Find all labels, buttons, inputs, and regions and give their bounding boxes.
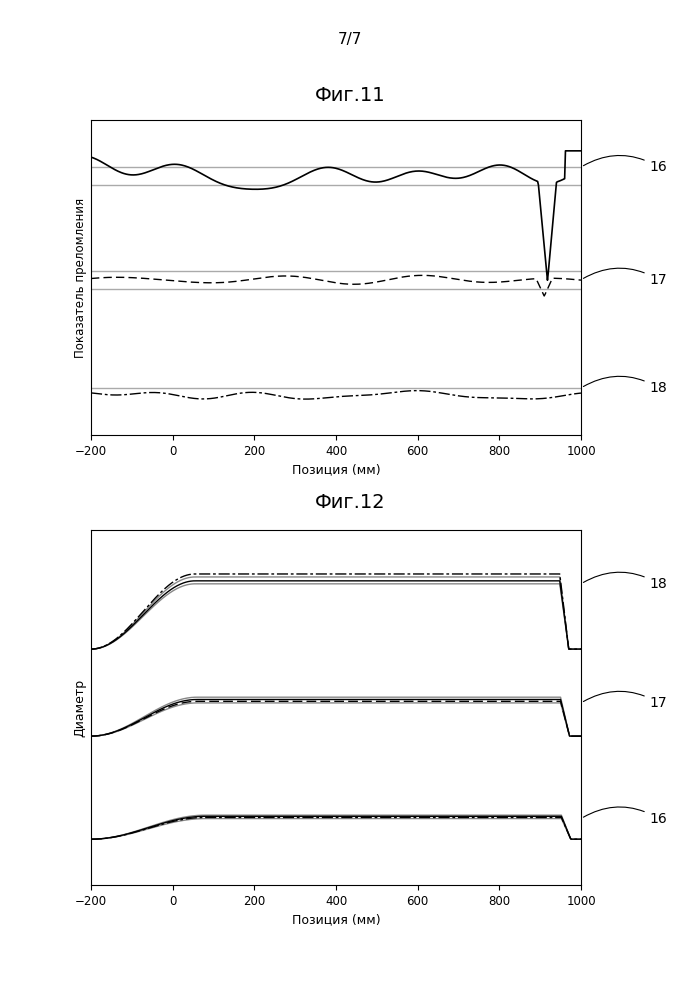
X-axis label: Позиция (мм): Позиция (мм) [292, 463, 380, 476]
Text: 16: 16 [583, 155, 667, 174]
Text: 18: 18 [583, 572, 667, 591]
Text: 18: 18 [583, 376, 667, 395]
Y-axis label: Диаметр: Диаметр [74, 678, 87, 737]
Text: 7/7: 7/7 [338, 32, 362, 47]
Y-axis label: Показатель преломления: Показатель преломления [74, 197, 87, 358]
Text: Фиг.11: Фиг.11 [315, 86, 385, 105]
Text: Фиг.12: Фиг.12 [315, 493, 385, 512]
Text: 17: 17 [583, 691, 667, 710]
Text: 17: 17 [583, 268, 667, 287]
Text: 16: 16 [583, 807, 667, 826]
X-axis label: Позиция (мм): Позиция (мм) [292, 913, 380, 926]
